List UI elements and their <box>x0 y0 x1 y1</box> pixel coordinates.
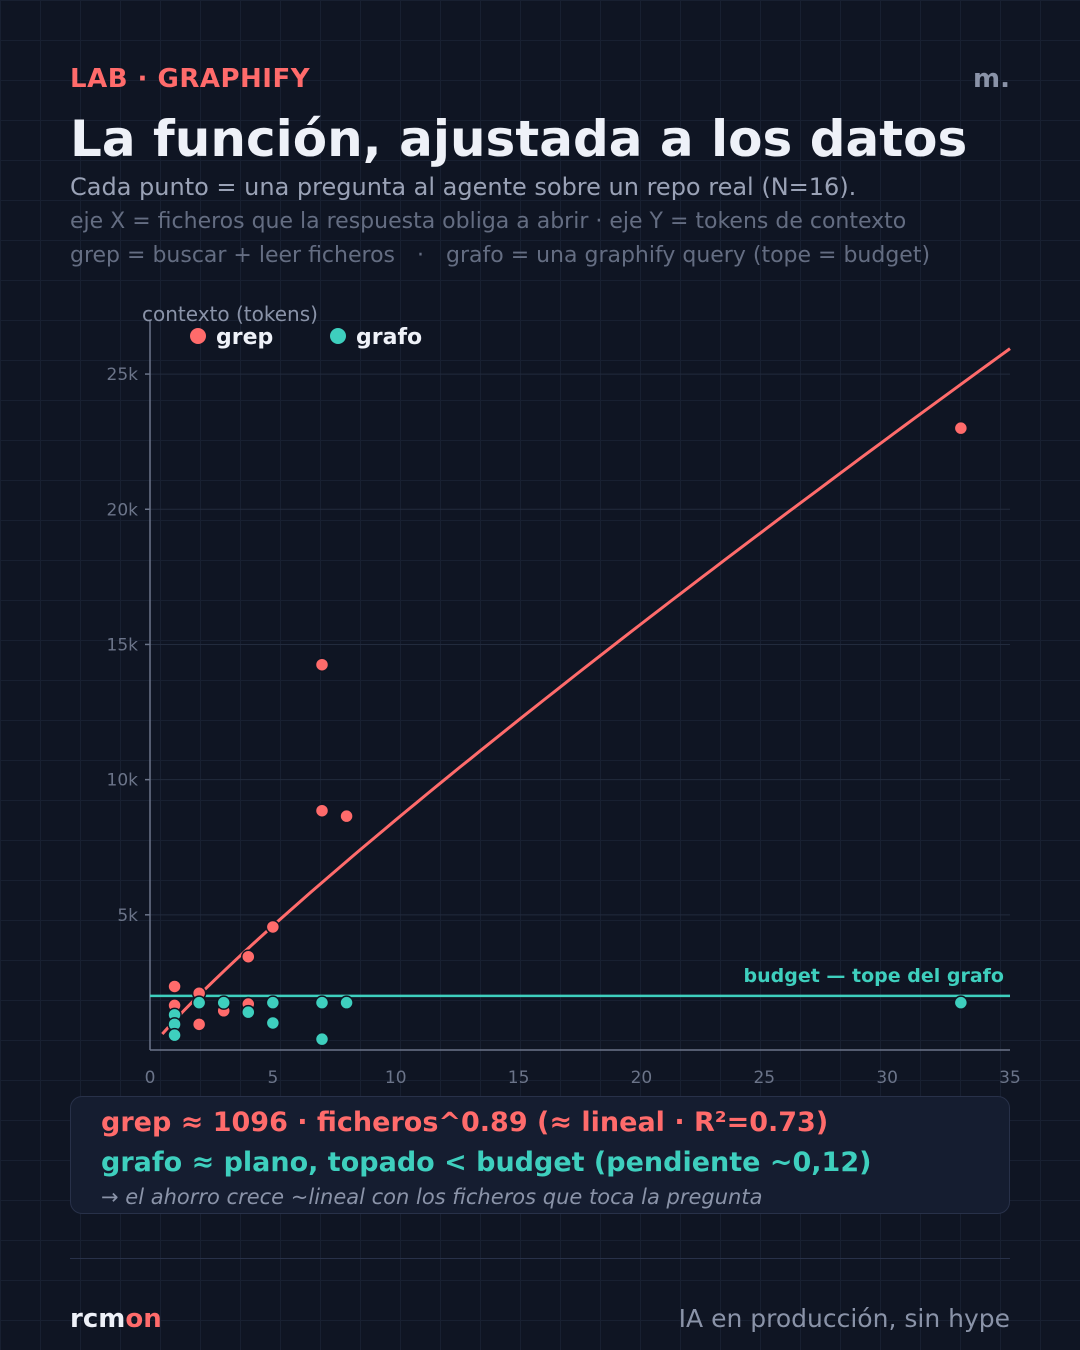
method-note-grafo: grafo = una graphify query (tope = budge… <box>446 243 931 268</box>
grafo-point <box>314 995 330 1010</box>
footer-divider <box>70 1258 1010 1259</box>
grep-point <box>167 979 182 994</box>
grafo-point <box>167 1027 182 1043</box>
x-tick-label: 0 <box>145 1068 156 1088</box>
x-tick-label: 30 <box>876 1068 898 1088</box>
budget-label: budget — tope del grafo <box>744 965 1005 987</box>
y-tick-label: 10k <box>107 771 139 791</box>
grep-point <box>265 919 281 935</box>
legend-marker-grep <box>190 328 206 344</box>
brand-part-a: rcm <box>70 1304 126 1334</box>
formula-note: → el ahorro crece ~lineal con los ficher… <box>101 1185 763 1209</box>
x-tick-label: 5 <box>267 1068 278 1088</box>
grep-point <box>191 1017 207 1032</box>
grafo-point <box>953 995 969 1010</box>
formula-grep: grep ≈ 1096 · ficheros^0.89 (≈ lineal · … <box>101 1107 829 1138</box>
legend-label-grep: grep <box>216 325 273 350</box>
grafo-point <box>216 995 231 1010</box>
grafo-point <box>339 995 354 1010</box>
grafo-point <box>265 995 281 1010</box>
tagline: IA en producción, sin hype <box>678 1304 1010 1333</box>
grep-point <box>241 949 256 964</box>
method-note-grep: grep = buscar + leer ficheros <box>70 243 395 268</box>
x-tick-label: 25 <box>753 1068 775 1088</box>
method-note-separator: · <box>417 243 424 268</box>
formula-grafo: grafo ≈ plano, topado < budget (pendient… <box>101 1147 872 1178</box>
y-tick-label: 20k <box>107 500 139 520</box>
grep-point <box>314 657 330 672</box>
grafo-point <box>191 995 207 1010</box>
brand-logo: rcmon <box>70 1304 162 1334</box>
legend-label-grafo: grafo <box>356 325 422 350</box>
method-note: grep = buscar + leer ficheros · grafo = un… <box>70 243 930 268</box>
subtitle: Cada punto = una pregunta al agente sobr… <box>70 173 857 201</box>
grafo-point <box>241 1004 256 1020</box>
page-title: La función, ajustada a los datos <box>70 110 968 168</box>
grep-point <box>953 420 969 436</box>
y-axis-label: contexto (tokens) <box>142 302 318 326</box>
x-tick-label: 35 <box>999 1068 1021 1088</box>
kicker: LAB · GRAPHIFY <box>70 64 311 94</box>
axes-note: eje X = ficheros que la respuesta obliga… <box>70 209 907 234</box>
x-tick-label: 10 <box>385 1068 407 1088</box>
y-tick-label: 15k <box>107 635 139 655</box>
grep-fit-curve <box>161 347 1011 1036</box>
brand-part-b: on <box>125 1304 162 1334</box>
grep-point <box>314 803 330 818</box>
x-tick-label: 20 <box>631 1068 653 1088</box>
grafo-point <box>265 1015 281 1031</box>
grafo-point <box>314 1031 330 1047</box>
y-tick-label: 5k <box>117 906 138 926</box>
scatter-chart: 5k 10k 15k 20k 25k 0 5 10 15 20 25 30 35 contexto (to… <box>107 302 1021 1088</box>
grep-point <box>339 808 354 824</box>
legend-marker-grafo <box>330 328 346 344</box>
x-tick-label: 15 <box>508 1068 530 1088</box>
formula-box: grep ≈ 1096 · ficheros^0.89 (≈ lineal · … <box>70 1096 1010 1214</box>
y-tick-label: 25k <box>107 365 139 385</box>
logo: m. <box>973 64 1010 94</box>
